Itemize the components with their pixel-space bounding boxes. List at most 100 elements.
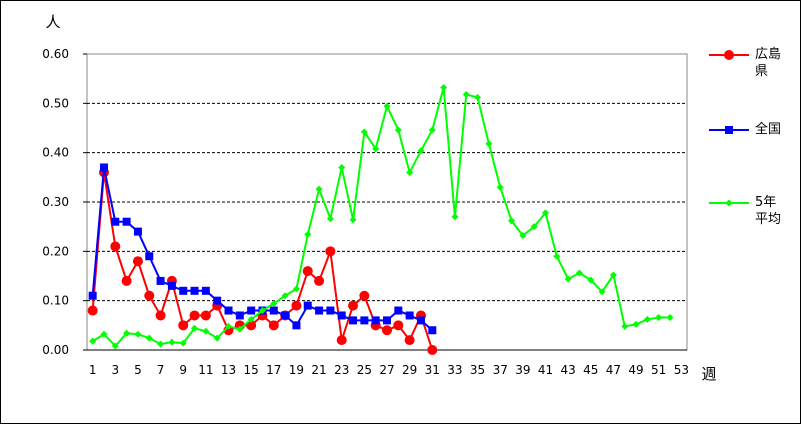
point — [121, 275, 132, 286]
point — [541, 209, 549, 217]
point — [247, 315, 255, 323]
point — [360, 128, 368, 136]
point — [621, 322, 629, 330]
point — [213, 334, 221, 342]
y-tick-label: 0.10 — [42, 294, 69, 308]
point — [202, 327, 210, 335]
point — [303, 301, 312, 310]
point — [530, 223, 538, 231]
point — [666, 313, 674, 321]
point — [587, 276, 595, 284]
point — [393, 320, 404, 331]
point — [382, 325, 392, 336]
point — [326, 215, 334, 223]
series-line — [91, 172, 434, 351]
point — [598, 288, 606, 296]
point — [225, 322, 233, 330]
y-tick-label: 0.20 — [42, 244, 69, 258]
point — [383, 316, 391, 325]
point — [474, 93, 482, 101]
legend-label: 全国 — [755, 122, 782, 137]
y-tick-label: 0.40 — [42, 146, 69, 160]
legend-marker — [724, 50, 734, 60]
x-tick-label: 31 — [425, 363, 440, 377]
point — [427, 345, 438, 355]
point — [178, 320, 189, 331]
point — [655, 313, 663, 321]
point — [201, 286, 210, 295]
x-tick-label: 51 — [651, 363, 666, 377]
point — [394, 306, 403, 315]
y-tick-label: 0.60 — [42, 47, 69, 61]
x-tick-label: 5 — [134, 363, 142, 377]
series-line — [92, 87, 671, 348]
point — [325, 246, 336, 257]
point — [416, 316, 425, 325]
legend-marker — [725, 126, 733, 134]
point — [643, 315, 651, 323]
point — [337, 311, 346, 320]
point — [189, 310, 200, 321]
x-tick-label: 9 — [179, 363, 187, 377]
point — [496, 183, 504, 191]
legend-swatch — [709, 199, 749, 207]
point — [270, 300, 278, 308]
point — [224, 306, 233, 315]
point — [406, 168, 414, 176]
point — [87, 305, 98, 316]
point — [292, 321, 301, 330]
legend-swatch — [709, 126, 749, 134]
y-axis-label: 人 — [45, 13, 60, 31]
point — [336, 335, 347, 346]
point — [236, 325, 244, 333]
point — [123, 329, 131, 337]
point — [88, 291, 97, 300]
point — [110, 241, 121, 252]
point — [179, 339, 187, 347]
point — [291, 300, 302, 311]
point — [167, 281, 176, 290]
point — [302, 266, 313, 277]
point — [99, 163, 108, 172]
point — [315, 185, 323, 193]
point — [451, 213, 459, 221]
y-tick-label: 0.00 — [42, 343, 69, 357]
point — [553, 252, 561, 260]
point — [132, 256, 143, 267]
point — [235, 311, 244, 320]
x-tick-label: 23 — [334, 363, 349, 377]
point — [371, 316, 380, 325]
point — [462, 90, 470, 98]
point — [372, 145, 380, 153]
point — [348, 300, 359, 311]
point — [247, 306, 256, 315]
x-tick-label: 47 — [606, 363, 621, 377]
point — [144, 290, 155, 301]
point — [155, 310, 166, 321]
point — [145, 334, 153, 342]
legend-item: 全国 — [709, 121, 783, 139]
x-tick-label: 39 — [515, 363, 530, 377]
x-tick-label: 29 — [402, 363, 417, 377]
point — [168, 338, 176, 346]
point — [349, 316, 358, 325]
point — [485, 140, 493, 148]
point — [122, 217, 131, 226]
point — [89, 337, 97, 345]
x-tick-label: 19 — [289, 363, 304, 377]
x-tick-label: 43 — [560, 363, 575, 377]
legend-item: 5年平均 — [709, 194, 783, 228]
x-tick-label: 13 — [221, 363, 236, 377]
point — [440, 84, 448, 92]
legend-label: 5年平均 — [755, 195, 782, 227]
point — [609, 271, 617, 279]
point — [134, 330, 142, 338]
point — [145, 252, 154, 261]
x-tick-label: 27 — [379, 363, 394, 377]
point — [111, 217, 120, 226]
y-tick-label: 0.30 — [42, 195, 69, 209]
x-axis-label: 週 — [701, 365, 716, 383]
x-tick-label: 45 — [583, 363, 598, 377]
point — [281, 292, 289, 300]
